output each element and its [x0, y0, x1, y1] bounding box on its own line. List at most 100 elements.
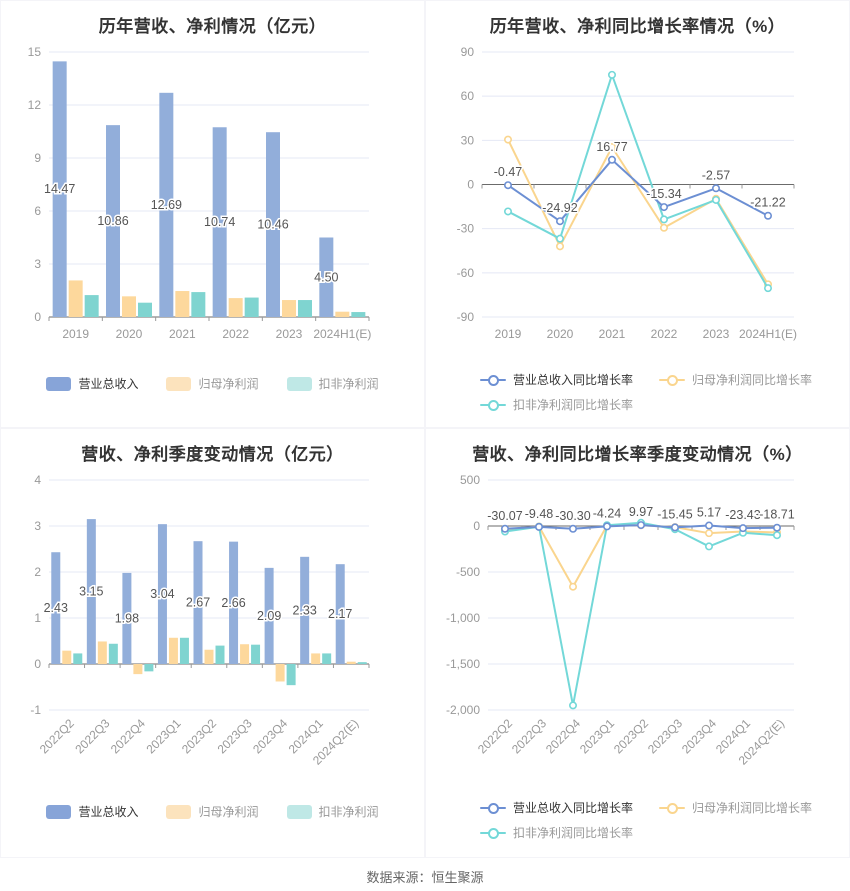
- bar-value-label: 14.47: [44, 182, 75, 196]
- bar-扣非净利润: [298, 300, 312, 317]
- legend-label: 归母净利润: [198, 805, 259, 819]
- legend-label: 扣非净利润: [318, 377, 379, 391]
- chart-title-annual-amounts: 历年营收、净利情况（亿元）: [98, 17, 327, 36]
- bar-归母净利润: [175, 291, 190, 317]
- chart-title-annual-growth: 历年营收、净利同比增长率情况（%）: [489, 17, 786, 36]
- point-marker: [671, 523, 680, 532]
- legend-line-marker-icon: [480, 374, 506, 386]
- panel-annual-amounts: 历年营收、净利情况（亿元） 15 12 9 6 3 0 2019 2020 2021 2022 20…: [0, 0, 425, 428]
- legend-label: 营业总收入: [78, 377, 139, 391]
- point-value-label: -30.07: [487, 509, 522, 523]
- point-value-label: 9.97: [629, 505, 653, 519]
- bar-归母净利润: [275, 664, 285, 682]
- point-marker: [704, 529, 713, 538]
- bar-营业总收入: [335, 564, 345, 664]
- y-tick-label: 3: [34, 257, 41, 271]
- x-tick-label: 2022Q3: [509, 716, 549, 756]
- y-tick-label: 0: [473, 519, 480, 533]
- legend-swatch-icon: [166, 804, 192, 819]
- y-tick-label: 12: [28, 98, 42, 112]
- quarterly-growth-line-chart: 5000-500-1,000-1,500-2,0002022Q22022Q320…: [446, 473, 796, 768]
- legend-swatch-icon: [286, 804, 312, 819]
- chart-title-quarterly-growth: 营收、净利同比增长率季度变动情况（%）: [472, 445, 803, 464]
- point-marker: [763, 211, 772, 220]
- y-tick-label: 60: [461, 89, 475, 103]
- bar-营业总收入: [264, 567, 274, 664]
- legend-item-扣非净利润同比增长率[interactable]: 扣非净利润同比增长率: [480, 824, 633, 841]
- point-value-label: -30.30: [555, 509, 590, 523]
- x-tick-label: 2020: [116, 327, 143, 341]
- bar-value-label: 1.98: [115, 611, 139, 625]
- legend-item-营业总收入[interactable]: 营业总收入: [46, 375, 138, 392]
- legend-line-marker-icon: [480, 827, 506, 839]
- bar-扣非净利润: [84, 295, 99, 317]
- legend-annual-amounts: 营业总收入 归母净利润 扣非净利润: [1, 375, 424, 392]
- legend-item-归母净利润[interactable]: 归母净利润: [166, 375, 259, 392]
- legend-item-营业总收入同比增长率[interactable]: 营业总收入同比增长率: [480, 371, 633, 388]
- point-marker: [569, 582, 578, 591]
- bar-归母净利润: [97, 641, 107, 664]
- bar-扣非净利润: [191, 292, 206, 317]
- legend-ring-icon: [488, 827, 499, 839]
- bar-扣非净利润: [322, 653, 332, 664]
- point-marker: [608, 143, 617, 152]
- point-value-label: -4.24: [593, 506, 622, 520]
- legend-item-扣非净利润[interactable]: 扣非净利润: [286, 803, 379, 820]
- bar-归母净利润: [228, 298, 243, 317]
- legend-ring-icon: [488, 802, 499, 814]
- y-tick-label: -30: [457, 222, 475, 236]
- y-tick-label: -1,000: [446, 611, 480, 625]
- legend-item-扣非净利润同比增长率[interactable]: 扣非净利润同比增长率: [480, 396, 633, 413]
- bar-营业总收入: [106, 125, 120, 317]
- y-tick-label: 90: [461, 45, 475, 59]
- y-tick-label: -1: [30, 703, 41, 717]
- bar-营业总收入: [86, 519, 96, 664]
- legend-item-归母净利润同比增长率[interactable]: 归母净利润同比增长率: [659, 799, 812, 816]
- legend-label: 扣非净利润同比增长率: [513, 398, 634, 412]
- legend-item-归母净利润同比增长率[interactable]: 归母净利润同比增长率: [659, 371, 812, 388]
- point-marker: [772, 523, 781, 532]
- legend-item-归母净利润[interactable]: 归母净利润: [166, 803, 259, 820]
- legend-item-扣非净利润[interactable]: 扣非净利润: [286, 375, 379, 392]
- legend-item-营业总收入同比增长率[interactable]: 营业总收入同比增长率: [480, 799, 633, 816]
- legend-item-营业总收入[interactable]: 营业总收入: [46, 803, 138, 820]
- bar-value-label: 10.86: [97, 214, 128, 228]
- point-marker: [660, 215, 669, 224]
- point-value-label: -23.43: [725, 508, 760, 522]
- legend-swatch-icon: [46, 804, 72, 819]
- bar-扣非净利润: [286, 664, 296, 686]
- bar-value-label: 2.43: [44, 601, 68, 615]
- bar-扣非净利润: [244, 297, 259, 317]
- x-tick-label: 2022: [222, 327, 249, 341]
- legend-label: 营业总收入: [78, 805, 139, 819]
- x-tick-label: 2024H1(E): [313, 327, 371, 341]
- bar-扣非净利润: [357, 662, 367, 664]
- bar-营业总收入: [319, 237, 334, 317]
- legend-swatch-icon: [286, 376, 312, 391]
- bar-营业总收入: [193, 541, 203, 664]
- bar-归母净利润: [68, 280, 83, 317]
- line-扣非净利润同比增长率: [507, 73, 769, 289]
- legend-ring-icon: [488, 374, 499, 386]
- x-tick-label: 2023Q3: [215, 716, 255, 756]
- point-marker: [556, 242, 565, 251]
- bar-营业总收入: [229, 541, 239, 664]
- bar-归母净利润: [346, 661, 356, 664]
- y-tick-label: 500: [460, 473, 480, 487]
- bar-归母净利润: [282, 300, 296, 317]
- y-tick-label: -90: [457, 310, 475, 324]
- bar-value-label: 2.66: [221, 596, 245, 610]
- bar-营业总收入: [212, 127, 227, 317]
- x-tick-label: 2021: [169, 327, 196, 341]
- legend-quarterly-amounts: 营业总收入 归母净利润 扣非净利润: [1, 803, 424, 820]
- x-tick-label: 2021: [599, 327, 626, 341]
- y-tick-label: 30: [461, 133, 475, 147]
- point-value-label: -18.71: [759, 508, 794, 522]
- point-marker: [763, 284, 772, 293]
- point-value-label: 5.17: [697, 506, 721, 520]
- y-tick-label: 1: [34, 611, 41, 625]
- x-tick-label: 2024H1(E): [739, 327, 797, 341]
- line-扣非净利润同比增长率: [504, 521, 778, 707]
- x-tick-label: 2022: [651, 327, 678, 341]
- y-tick-label: 0: [34, 657, 41, 671]
